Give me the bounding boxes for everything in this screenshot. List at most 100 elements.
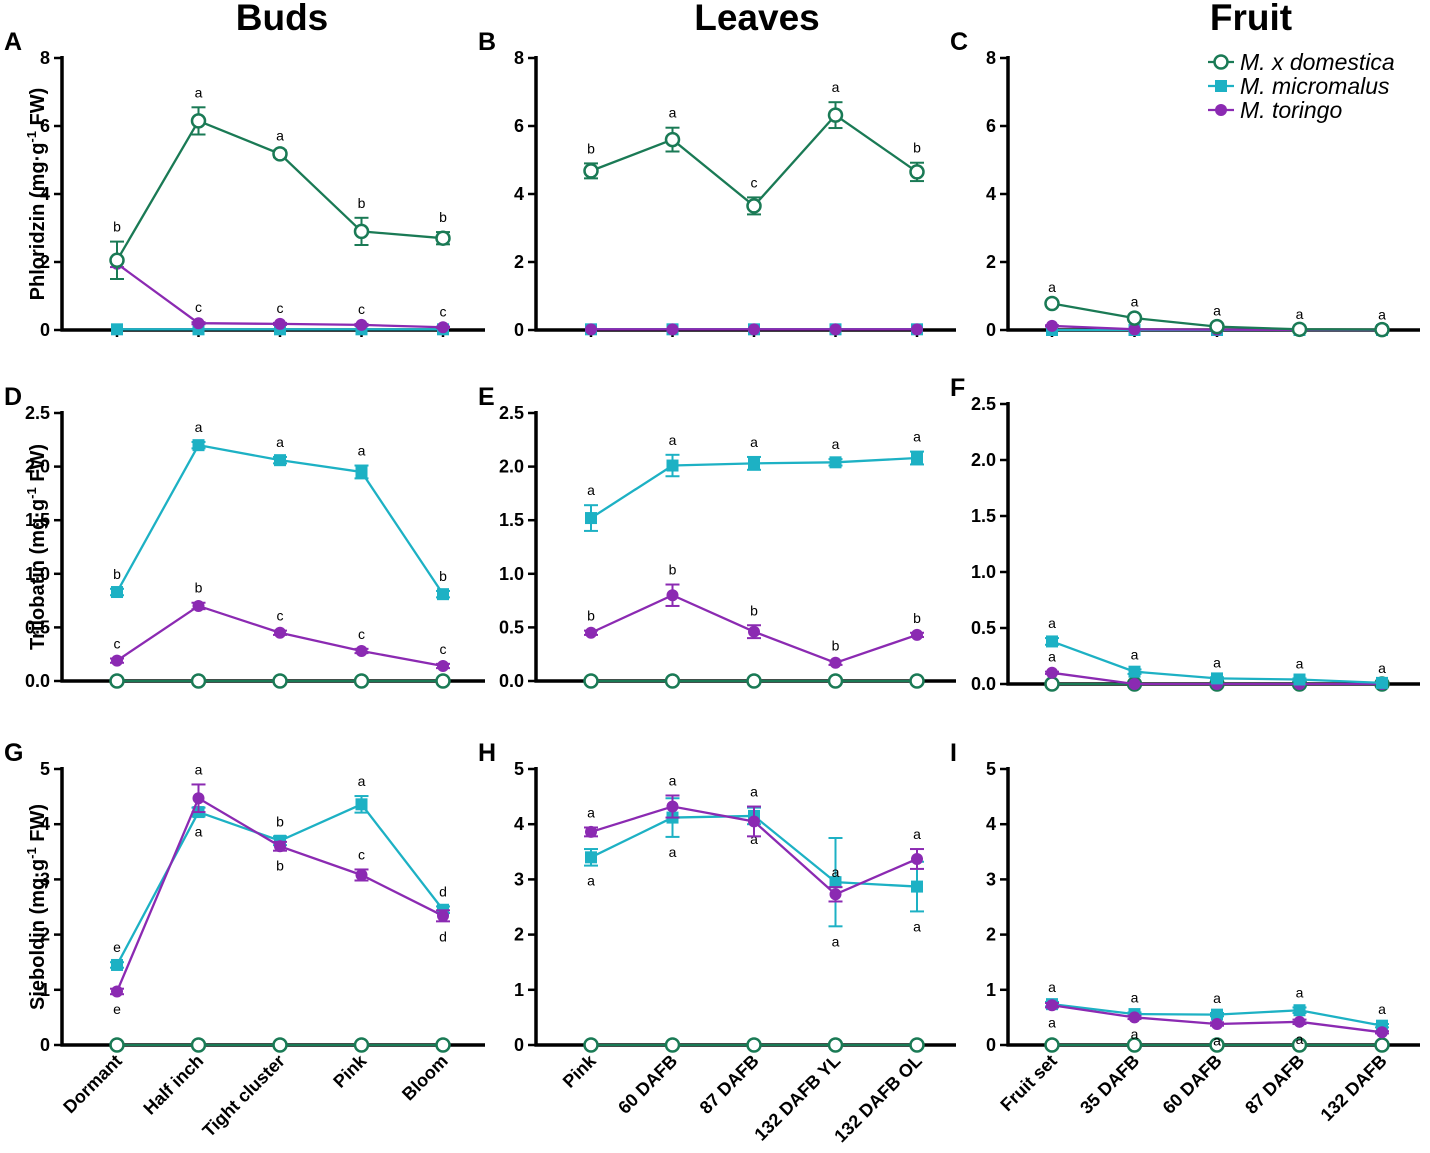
significance-letter: c	[358, 846, 365, 862]
data-point	[353, 223, 370, 240]
y-tick-label: 2	[40, 252, 50, 272]
panel-label-F: F	[950, 374, 965, 402]
y-tick-label: 0.5	[971, 618, 996, 638]
significance-letter: a	[832, 933, 840, 949]
data-point	[1209, 318, 1225, 335]
y-axis-label-row-2: Trilobatin (mg·g-1 FW)	[24, 444, 49, 650]
panel-D: D 0.0 0.5 1.0 1.5 2.0 2.5 c b c c c b a a a b	[4, 383, 485, 691]
y-axis-labels: Phloridzin (mg·g-1 FW) Trilobatin (mg·g-1…	[24, 88, 49, 1010]
data-point	[583, 1037, 599, 1053]
data-point	[190, 1037, 207, 1053]
data-point	[1209, 1037, 1225, 1053]
data-point	[274, 626, 286, 639]
y-tick-label: 8	[40, 48, 50, 68]
significance-letter: a	[195, 823, 203, 839]
data-point	[748, 625, 760, 638]
significance-letter: c	[440, 304, 447, 320]
y-tick-label: 4	[514, 814, 524, 834]
significance-letter: a	[1296, 984, 1304, 1000]
panel-G: G 0 1 2 3 4 5 e a b a d e a b c d	[4, 739, 485, 1055]
data-point	[909, 673, 925, 689]
data-point	[1376, 1019, 1388, 1032]
significance-letter: c	[114, 635, 121, 651]
significance-letter: a	[669, 105, 677, 121]
y-tick-label: 0	[40, 320, 50, 340]
column-title-leaves: Leaves	[694, 0, 820, 38]
x-category-leaves: Pink	[559, 1050, 601, 1092]
data-point	[1128, 1011, 1141, 1024]
data-point	[435, 230, 451, 246]
significance-letter: a	[276, 127, 284, 143]
data-point	[748, 815, 760, 828]
significance-letter: e	[113, 1001, 121, 1017]
y-tick-label: 0.0	[25, 671, 50, 691]
data-point	[111, 958, 123, 971]
significance-letter: c	[751, 174, 758, 190]
data-point	[911, 323, 923, 336]
data-point	[111, 985, 123, 998]
x-category-buds: Dormant	[59, 1051, 125, 1117]
y-tick-label: 5	[40, 759, 50, 779]
y-tick-label: 0	[986, 320, 996, 340]
data-point	[435, 673, 451, 689]
data-point	[829, 656, 842, 669]
significance-letter: a	[587, 873, 595, 889]
series-tor-E: b b b b b	[584, 562, 924, 669]
data-point	[1291, 321, 1308, 338]
significance-letter: a	[1296, 655, 1304, 671]
significance-letter: a	[1213, 654, 1221, 670]
data-point	[1044, 295, 1060, 312]
data-point	[190, 113, 207, 129]
significance-letter: c	[440, 641, 447, 657]
significance-letter: a	[1378, 1001, 1386, 1017]
x-category-fruit: Fruit set	[996, 1051, 1060, 1115]
data-point	[353, 673, 370, 689]
data-point	[111, 654, 123, 667]
series-tor-H: a a a a a	[584, 772, 924, 903]
significance-letter: b	[669, 562, 677, 578]
significance-letter: a	[832, 436, 840, 452]
significance-letter: a	[913, 429, 921, 445]
y-tick-label: 2	[514, 925, 524, 945]
y-tick-label: 0.5	[499, 617, 524, 637]
data-point	[109, 673, 125, 689]
panel-label-H: H	[478, 739, 496, 767]
data-point	[666, 800, 679, 813]
data-point	[1126, 310, 1143, 326]
significance-letter: b	[750, 602, 758, 618]
x-category-fruit: 87 DAFB	[1241, 1051, 1308, 1118]
panel-label-E: E	[478, 383, 495, 411]
data-point	[111, 323, 123, 336]
data-point	[274, 317, 286, 330]
significance-letter: a	[750, 434, 758, 450]
significance-letter: a	[1131, 293, 1139, 309]
data-point	[1046, 635, 1058, 648]
y-tick-label: 0.0	[971, 674, 996, 694]
series-tor-B	[585, 323, 923, 336]
panel-C: C 0 2 4 6 8 a a a a a	[950, 28, 1420, 340]
data-point	[272, 1037, 288, 1053]
y-tick-label: 4	[40, 184, 50, 204]
data-point	[746, 673, 762, 689]
significance-letter: a	[195, 84, 203, 100]
y-tick-label: 2.5	[499, 403, 524, 423]
x-category-fruit: 35 DAFB	[1076, 1051, 1143, 1118]
data-point	[1211, 1018, 1223, 1031]
significance-letter: b	[113, 219, 121, 235]
panel-B: B 0 2 4 6 8 b a c a b	[478, 28, 956, 340]
significance-letter: a	[1131, 989, 1139, 1005]
data-point	[664, 131, 681, 148]
significance-letter: e	[113, 939, 121, 955]
significance-letter: c	[277, 608, 284, 624]
data-point	[829, 876, 842, 889]
legend-item-mic: M. micromalus	[1208, 73, 1390, 99]
y-tick-label: 3	[986, 869, 996, 889]
data-point	[1128, 323, 1141, 336]
significance-letter: a	[1131, 1026, 1139, 1042]
data-point	[355, 644, 368, 657]
significance-letter: a	[358, 443, 366, 459]
significance-letter: a	[1213, 303, 1221, 319]
series-tor-I: a a a a	[1045, 999, 1389, 1049]
